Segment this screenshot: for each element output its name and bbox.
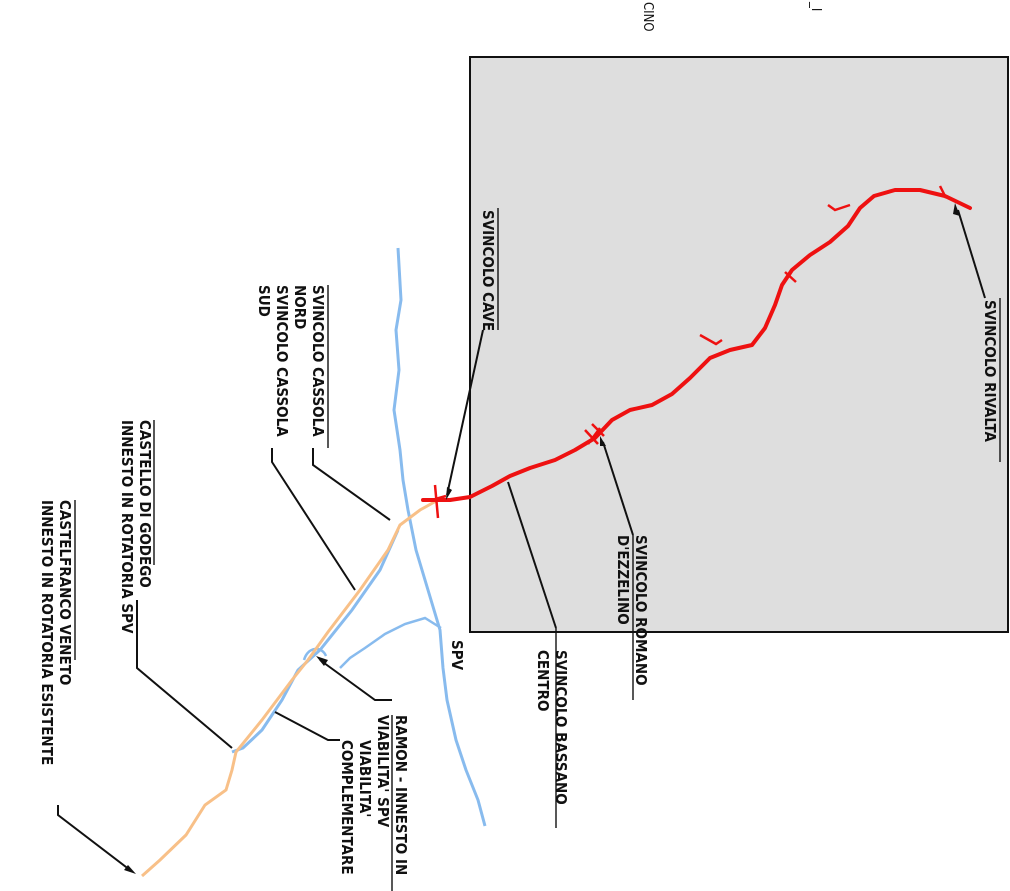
label-text-line1: SVINCOLO CASSOLA [273,285,291,437]
label-svincolo-cave: SVINCOLO CAVE [446,208,499,500]
leader-arrowhead [316,656,328,666]
label-text-line1: CASTELLO DI GODEGO [136,420,154,588]
label-castelfranco-veneto: CASTELFRANCO VENETO INNESTO IN ROTATORIA… [38,500,136,874]
label-text-line4: COMPLEMENTARE [338,740,356,875]
label-text: SVINCOLO RIVALTA [981,300,999,443]
label-castello-di-godego: CASTELLO DI GODEGO INNESTO IN ROTATORIA … [118,420,233,749]
label-text-line1: SVINCOLO ROMANO [632,535,650,686]
label-text-line2: VIABILITA' SPV [374,715,392,828]
study-area-box [469,56,1009,633]
spv-branch-line [339,616,442,669]
label-svincolo-cassola-nord: SVINCOLO CASSOLA NORD [291,285,391,521]
spv-label: SPV [448,640,466,671]
label-text-line2: CENTRO [534,650,552,712]
existing-route-line [141,498,439,878]
label-ramon: RAMON - INNESTO IN VIABILITA' SPV VIABIL… [274,656,410,891]
label-text-line2: D'EZZELINO [614,535,632,625]
label-text-line1: SVINCOLO CASSOLA [309,285,327,437]
top-fragment-right: CINO [640,2,655,32]
label-text: SVINCOLO CAVE [479,210,497,331]
label-text-line1: RAMON - INNESTO IN [392,715,410,875]
label-svincolo-cassola-sud: SVINCOLO CASSOLA SUD [255,285,356,591]
label-text-line2: SUD [255,285,273,317]
leader-arrowhead [600,436,606,446]
project-ramps [431,185,948,519]
leader-arrowhead [953,203,960,216]
label-svincolo-bassano: SVINCOLO BASSANO CENTRO [507,481,570,828]
label-text-line1: SVINCOLO BASSANO [552,650,570,805]
spv-south-line [231,529,400,754]
project-route-line [421,188,972,502]
label-svincolo-rivalta: SVINCOLO RIVALTA [953,203,1001,462]
leader-arrowhead [124,865,136,874]
label-text-line2: INNESTO IN ROTATORIA ESISTENTE [38,500,56,765]
label-text-line1: CASTELFRANCO VENETO [56,500,74,685]
leader-arrowhead [446,487,452,500]
label-text-line2: INNESTO IN ROTATORIA SPV [118,420,136,634]
top-fragment-left: _I [808,1,823,11]
label-text-line2: NORD [291,285,309,329]
spv-route-line [392,247,487,827]
label-text-line3: VIABILITA' [356,740,374,817]
label-svincolo-romano: SVINCOLO ROMANO D'EZZELINO [600,436,650,700]
